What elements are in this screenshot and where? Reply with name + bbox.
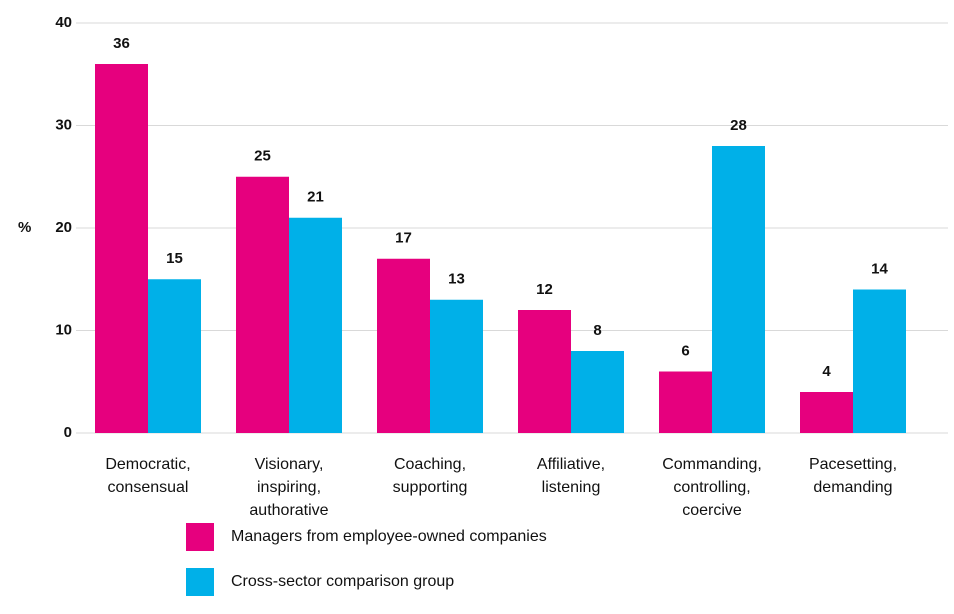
bar xyxy=(518,310,571,433)
legend-label: Cross-sector comparison group xyxy=(231,573,454,590)
x-tick-label: Pacesetting, demanding xyxy=(809,456,897,496)
y-tick-label: 0 xyxy=(64,424,72,441)
x-tick-label: Affiliative, listening xyxy=(537,456,605,496)
bar xyxy=(236,176,289,433)
value-label: 14 xyxy=(871,260,888,277)
x-tick-label: Coaching, supporting xyxy=(393,456,468,496)
y-tick-label: 30 xyxy=(55,116,72,133)
y-tick-label: 40 xyxy=(55,14,72,31)
value-label: 15 xyxy=(166,250,183,267)
value-label: 6 xyxy=(681,342,689,359)
x-tick-label: Commanding, controlling, coercive xyxy=(662,456,762,519)
bar xyxy=(95,64,148,433)
value-label: 25 xyxy=(254,148,271,165)
legend-swatch xyxy=(186,523,214,551)
value-label: 8 xyxy=(593,322,601,339)
x-tick-label: Democratic, consensual xyxy=(105,456,190,496)
value-label: 28 xyxy=(730,117,747,134)
value-label: 4 xyxy=(822,363,831,380)
bar xyxy=(571,351,624,433)
bar xyxy=(712,146,765,433)
value-label: 12 xyxy=(536,281,553,298)
value-label: 36 xyxy=(113,35,130,52)
value-label: 13 xyxy=(448,271,465,288)
bar xyxy=(377,258,430,433)
legend-label: Managers from employee-owned companies xyxy=(231,528,547,545)
value-label: 17 xyxy=(395,230,412,247)
bar xyxy=(853,289,906,433)
bar xyxy=(430,299,483,433)
value-label: 21 xyxy=(307,189,324,206)
y-tick-label: 20 xyxy=(55,219,72,236)
y-tick-label: 10 xyxy=(55,321,72,338)
y-axis-label: % xyxy=(18,219,31,236)
legend-swatch xyxy=(186,568,214,596)
x-tick-label: Visionary, inspiring, authorative xyxy=(249,456,328,519)
bar xyxy=(289,217,342,433)
bar xyxy=(800,392,853,433)
bar xyxy=(148,279,201,433)
bar xyxy=(659,371,712,433)
